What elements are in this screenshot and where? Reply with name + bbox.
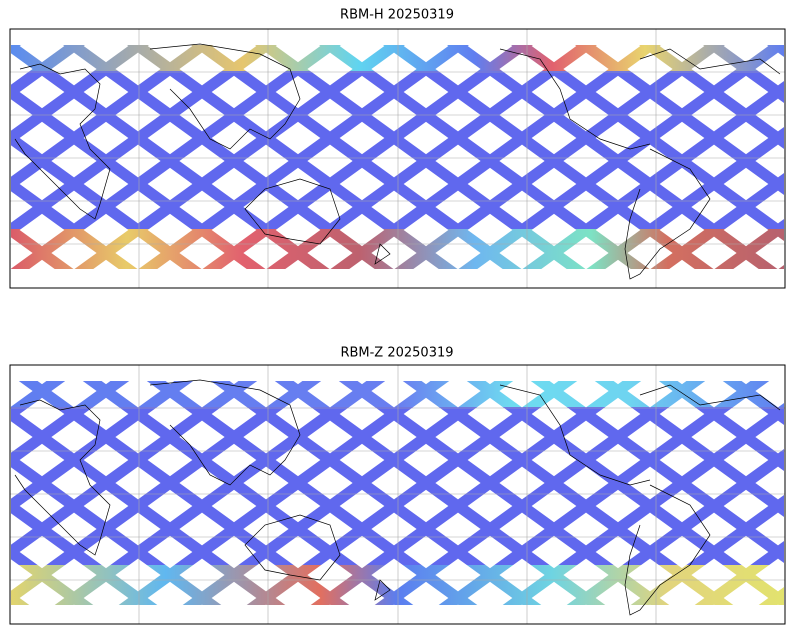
coastline [499, 384, 651, 486]
coastline [624, 484, 711, 616]
track-band-bottom [11, 229, 784, 269]
coastline [244, 514, 341, 581]
track-band-top [11, 381, 784, 407]
coastline [149, 43, 301, 150]
coastline [149, 379, 301, 486]
map-panel [9, 28, 786, 289]
coastline [14, 399, 111, 556]
coastline [639, 48, 781, 75]
map-title: RBM-Z 20250319 [340, 346, 453, 361]
track-band-bottom [11, 565, 784, 605]
coastline [639, 384, 781, 411]
map-frame [9, 28, 786, 289]
satellite-tracks [11, 45, 784, 269]
track-band-top [11, 45, 784, 71]
map-title: RBM-H 20250319 [340, 8, 454, 23]
coastline [374, 243, 391, 265]
coastline [499, 48, 651, 150]
coastline [624, 148, 711, 280]
satellite-tracks [11, 381, 784, 605]
map-panel [9, 364, 786, 625]
map-frame [9, 364, 786, 625]
coastline [374, 579, 391, 601]
coastline [14, 63, 111, 220]
coastline [244, 178, 341, 245]
